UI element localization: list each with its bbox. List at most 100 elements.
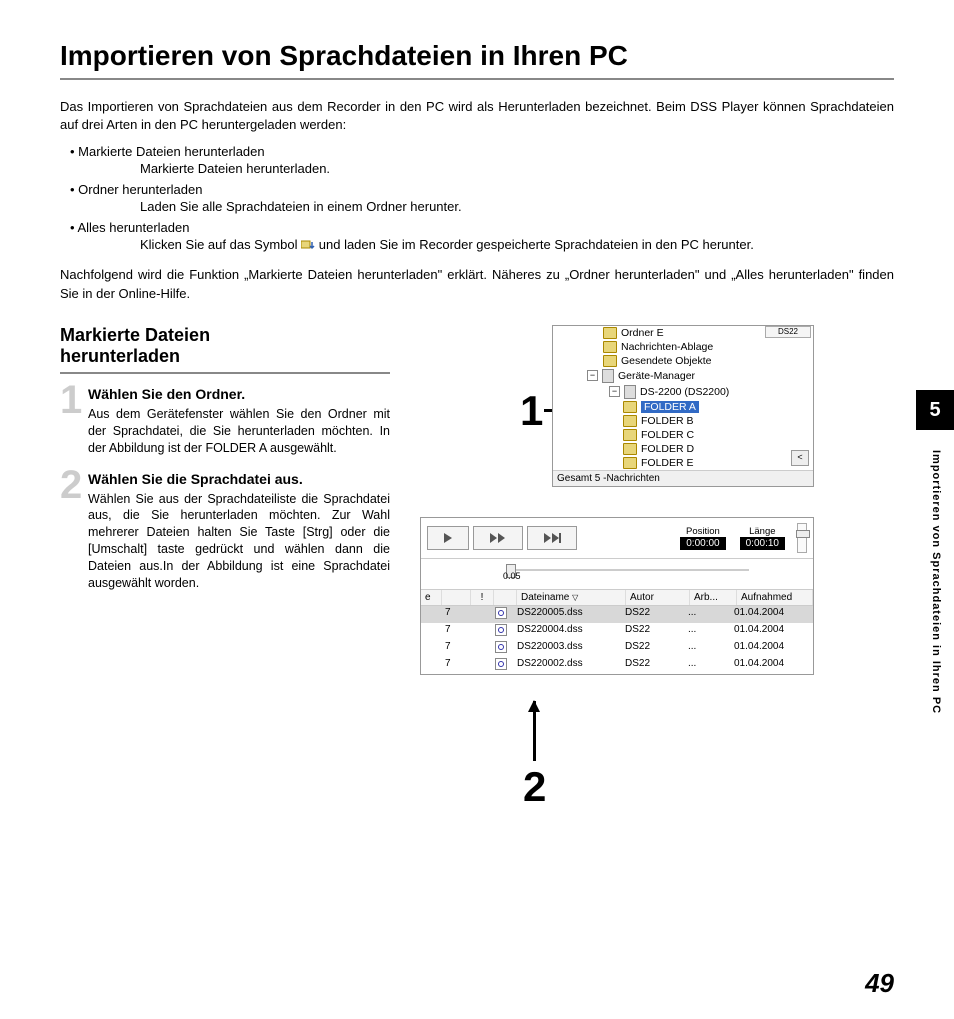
step-2-title: Wählen Sie die Sprachdatei aus.	[88, 471, 390, 487]
col-arb[interactable]: Arb...	[690, 590, 737, 605]
scroll-left-icon[interactable]: <	[791, 450, 809, 466]
tree-fragment-label: DS22	[765, 326, 811, 338]
file-row-2[interactable]: 7 DS220004.dss DS22 ... 01.04.2004	[421, 623, 813, 640]
section-heading-b: herunterladen	[60, 346, 180, 366]
tree-item-label: FOLDER D	[641, 443, 694, 455]
volume-slider[interactable]	[797, 523, 807, 553]
row-date: 01.04.2004	[730, 606, 813, 623]
folder-icon	[603, 341, 617, 353]
folder-icon	[603, 355, 617, 367]
bullet-3: Alles herunterladen Klicken Sie auf das …	[60, 220, 894, 252]
col-filename-label: Dateiname	[521, 592, 569, 603]
device-icon	[602, 369, 614, 383]
col-blank	[442, 590, 471, 605]
col-priority: !	[471, 590, 494, 605]
download-all-icon	[301, 240, 315, 252]
folder-icon	[623, 401, 637, 413]
row-num: 7	[441, 623, 469, 640]
tree-item-label: FOLDER A	[641, 401, 699, 413]
row-author: DS22	[621, 640, 684, 657]
tree-item-label: DS-2200 (DS2200)	[640, 386, 729, 398]
row-arb: ...	[684, 623, 730, 640]
bullet-3-body: Klicken Sie auf das Symbol und laden Sie…	[140, 237, 894, 252]
file-row-4[interactable]: 7 DS220002.dss DS22 ... 01.04.2004	[421, 657, 813, 674]
intro-text: Das Importieren von Sprachdateien aus de…	[60, 98, 894, 134]
file-list-header: e ! Dateiname ▽ Autor Arb... Aufnahmed	[421, 589, 813, 606]
tree-item-label: Geräte-Manager	[618, 370, 695, 382]
col-filename[interactable]: Dateiname ▽	[517, 590, 626, 605]
folder-icon	[623, 429, 637, 441]
bullet-3-post: und laden Sie im Recorder gespeicherte S…	[319, 237, 754, 252]
tree-item-label: Gesendete Objekte	[621, 355, 711, 367]
page-number: 49	[865, 968, 894, 999]
row-filename: DS220002.dss	[513, 657, 621, 674]
bullet-1-body: Markierte Dateien herunterladen.	[140, 161, 894, 176]
folder-icon	[603, 327, 617, 339]
position-value: 0:00:00	[680, 537, 725, 550]
tree-item-device[interactable]: − DS-2200 (DS2200)	[553, 384, 813, 400]
callout-2-number: 2	[523, 763, 546, 811]
step-2: 2 Wählen Sie die Sprachdatei aus. Wählen…	[60, 471, 390, 592]
title-rule	[60, 78, 894, 80]
col-e: e	[421, 590, 442, 605]
skip-next-button[interactable]	[527, 526, 577, 550]
row-filename: DS220004.dss	[513, 623, 621, 640]
tree-folder-e[interactable]: FOLDER E	[553, 456, 813, 470]
section-rule	[60, 372, 390, 374]
row-author: DS22	[621, 657, 684, 674]
tree-folder-a[interactable]: FOLDER A	[553, 400, 813, 414]
col-date[interactable]: Aufnahmed	[737, 590, 813, 605]
folder-icon	[623, 415, 637, 427]
note-text: Nachfolgend wird die Funktion „Markierte…	[60, 266, 894, 302]
collapse-icon[interactable]: −	[587, 370, 598, 381]
bullet-3-pre: Klicken Sie auf das Symbol	[140, 237, 301, 252]
bullet-2: Ordner herunterladen Laden Sie alle Spra…	[60, 182, 894, 214]
file-row-1[interactable]: 7 DS220005.dss DS22 ... 01.04.2004	[421, 606, 813, 623]
seek-slider[interactable]: 0.05	[421, 559, 813, 589]
row-num: 7	[441, 657, 469, 674]
tree-item-nachrichten[interactable]: Nachrichten-Ablage	[553, 340, 813, 354]
seek-tick-label: 0.05	[503, 571, 521, 581]
row-filename: DS220003.dss	[513, 640, 621, 657]
bullet-1-head: Markierte Dateien herunterladen	[70, 144, 894, 159]
row-author: DS22	[621, 623, 684, 640]
length-display: Länge 0:00:10	[740, 526, 785, 550]
step-1-num: 1	[60, 380, 82, 420]
callout-1-number: 1	[520, 387, 543, 435]
tree-folder-b[interactable]: FOLDER B	[553, 414, 813, 428]
fast-forward-button[interactable]	[473, 526, 523, 550]
row-filename: DS220005.dss	[513, 606, 621, 623]
tree-item-label: Nachrichten-Ablage	[621, 341, 713, 353]
page-title: Importieren von Sprachdateien in Ihren P…	[60, 40, 894, 72]
tree-folder-c[interactable]: FOLDER C	[553, 428, 813, 442]
row-arb: ...	[684, 640, 730, 657]
row-author: DS22	[621, 606, 684, 623]
collapse-icon[interactable]: −	[609, 386, 620, 397]
bullet-2-body: Laden Sie alle Sprachdateien in einem Or…	[140, 199, 894, 214]
row-arb: ...	[684, 657, 730, 674]
step-1: 1 Wählen Sie den Ordner. Aus dem Gerätef…	[60, 386, 390, 457]
file-icon	[495, 658, 507, 670]
bullet-1: Markierte Dateien herunterladen Markiert…	[60, 144, 894, 176]
tree-item-manager[interactable]: − Geräte-Manager	[553, 368, 813, 384]
col-author[interactable]: Autor	[626, 590, 690, 605]
play-button[interactable]	[427, 526, 469, 550]
row-date: 01.04.2004	[730, 657, 813, 674]
step-1-body: Aus dem Gerätefenster wählen Sie den Ord…	[88, 406, 390, 457]
section-heading-a: Markierte Dateien	[60, 325, 210, 345]
col-icon	[494, 590, 517, 605]
bullet-2-head: Ordner herunterladen	[70, 182, 894, 197]
device-icon	[624, 385, 636, 399]
position-display: Position 0:00:00	[680, 526, 725, 550]
file-row-3[interactable]: 7 DS220003.dss DS22 ... 01.04.2004	[421, 640, 813, 657]
length-label: Länge	[740, 526, 785, 537]
tree-item-gesendete[interactable]: Gesendete Objekte	[553, 354, 813, 368]
callout-2-arrow	[533, 701, 536, 761]
row-num: 7	[441, 640, 469, 657]
tree-folder-d[interactable]: FOLDER D	[553, 442, 813, 456]
step-2-body: Wählen Sie aus der Sprachdateiliste die …	[88, 491, 390, 592]
step-1-title: Wählen Sie den Ordner.	[88, 386, 390, 402]
position-label: Position	[680, 526, 725, 537]
device-tree-panel: DS22 Ordner E Nachrichten-Ablage Gesende…	[552, 325, 814, 487]
row-num: 7	[441, 606, 469, 623]
